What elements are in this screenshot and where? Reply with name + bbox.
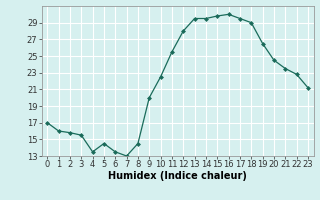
- X-axis label: Humidex (Indice chaleur): Humidex (Indice chaleur): [108, 171, 247, 181]
